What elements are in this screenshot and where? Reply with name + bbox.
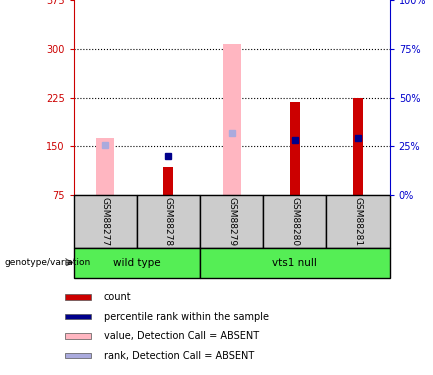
Text: genotype/variation: genotype/variation [4,258,90,267]
Text: percentile rank within the sample: percentile rank within the sample [104,312,269,321]
Text: count: count [104,292,132,302]
Bar [200,248,390,278]
Bar [65,294,91,300]
Text: GSM88280: GSM88280 [291,196,299,246]
Bar [74,195,137,248]
Bar [137,195,200,248]
Bar [65,333,91,339]
Bar [163,167,174,195]
Text: GSM88281: GSM88281 [354,196,362,246]
Bar [353,98,363,195]
Bar [200,195,263,248]
Text: GSM88278: GSM88278 [164,196,173,246]
Text: vts1 null: vts1 null [272,258,317,267]
Text: GSM88279: GSM88279 [227,196,236,246]
Bar [326,195,390,248]
Text: rank, Detection Call = ABSENT: rank, Detection Call = ABSENT [104,351,254,360]
Text: wild type: wild type [113,258,161,267]
Bar [263,195,326,248]
Bar [65,314,91,320]
Bar [74,248,200,278]
Bar [223,44,240,195]
Bar [290,102,300,195]
Bar [65,352,91,358]
Text: GSM88277: GSM88277 [101,196,110,246]
Text: value, Detection Call = ABSENT: value, Detection Call = ABSENT [104,331,259,341]
Bar [97,138,114,195]
